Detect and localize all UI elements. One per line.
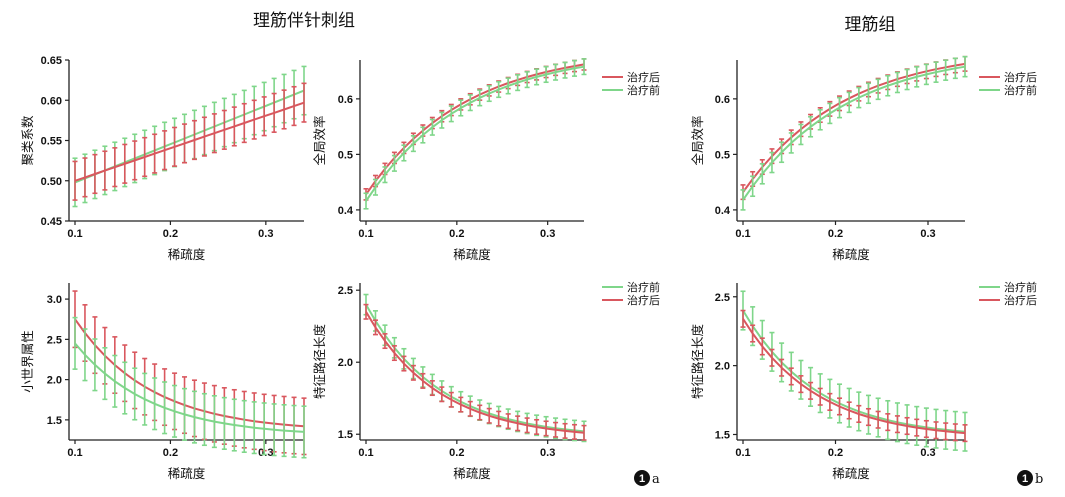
x-axis-label: 稀疏度 — [832, 247, 870, 262]
y-tick-label: 2.5 — [715, 292, 730, 304]
series-before — [740, 55, 968, 211]
series-after — [363, 58, 587, 201]
series-line — [74, 342, 305, 433]
legend-label: 治疗前 — [627, 83, 660, 97]
y-tick-label: 0.45 — [41, 216, 62, 228]
y-tick-label: 0.5 — [715, 149, 730, 161]
legend-label: 治疗后 — [627, 70, 660, 84]
legend-label: 治疗后 — [1004, 70, 1037, 84]
y-tick-label: 0.6 — [715, 94, 730, 106]
x-tick-label: 0.2 — [163, 228, 178, 240]
y-tick-label: 1.5 — [338, 429, 353, 441]
x-tick-label: 0.1 — [67, 228, 82, 240]
panel-tag-b-letter: b — [1035, 472, 1043, 487]
panel-tag-b: 1 b — [1017, 470, 1043, 487]
x-axis-label: 稀疏度 — [168, 247, 206, 262]
panel-tag-a-number: 1 — [639, 473, 645, 485]
y-axis-label: 小世界属性 — [20, 330, 35, 393]
y-tick-label: 0.5 — [338, 149, 353, 161]
series-after — [740, 309, 968, 443]
series-before — [740, 290, 968, 452]
x-tick-label: 0.1 — [358, 447, 373, 459]
x-tick-label: 0.2 — [828, 447, 843, 459]
series-line — [365, 304, 585, 433]
x-axis-label: 稀疏度 — [168, 466, 206, 481]
left-group-title: 理筋伴针刺组 — [253, 11, 355, 31]
y-tick-label: 0.50 — [41, 176, 62, 188]
series-line — [365, 63, 585, 195]
x-tick-label: 0.3 — [258, 228, 273, 240]
series-before — [363, 58, 587, 210]
x-tick-label: 0.1 — [735, 447, 750, 459]
series-line — [742, 65, 966, 201]
y-tick-label: 2.5 — [47, 334, 62, 346]
x-tick-label: 0.3 — [920, 228, 935, 240]
panel-tag-a: 1 a — [634, 470, 660, 487]
x-axis-label: 稀疏度 — [832, 466, 870, 481]
series-after — [363, 303, 587, 441]
y-tick-label: 2.5 — [338, 285, 353, 297]
series-after — [740, 55, 968, 201]
y-tick-label: 2.0 — [47, 375, 62, 387]
y-axis-label: 全局效率 — [312, 115, 327, 165]
series-before — [72, 316, 307, 459]
y-axis-label: 特征路径长度 — [690, 324, 705, 400]
y-tick-label: 0.55 — [41, 136, 62, 148]
x-tick-label: 0.2 — [449, 228, 464, 240]
x-axis-label: 稀疏度 — [453, 466, 491, 481]
series-line — [742, 318, 966, 435]
x-tick-label: 0.3 — [258, 447, 273, 459]
series-line — [365, 311, 585, 434]
y-tick-label: 1.5 — [47, 415, 62, 427]
legend-label: 治疗后 — [627, 293, 660, 307]
legend-label: 治疗前 — [627, 280, 660, 294]
x-tick-label: 0.1 — [358, 228, 373, 240]
x-tick-label: 0.2 — [449, 447, 464, 459]
x-axis-label: 稀疏度 — [453, 247, 491, 262]
x-tick-label: 0.1 — [735, 228, 750, 240]
chart-panel-1: 0.1 0.2 0.3 0.45 0.50 0.55 0.60 0.65 稀疏度 聚类系数 — [20, 55, 307, 262]
legend-label: 治疗前 — [1004, 280, 1037, 294]
y-tick-label: 0.4 — [715, 205, 731, 217]
series-before — [72, 65, 307, 208]
x-tick-label: 0.2 — [828, 228, 843, 240]
series-line — [742, 62, 966, 193]
y-tick-label: 3.0 — [47, 294, 62, 306]
series-line — [74, 318, 305, 428]
y-tick-label: 0.60 — [41, 95, 62, 107]
y-axis-label: 特征路径长度 — [312, 324, 327, 400]
y-tick-label: 0.4 — [338, 205, 354, 217]
legend-label: 治疗前 — [1004, 83, 1037, 97]
right-group-title: 理筋组 — [845, 15, 896, 35]
legend-label: 治疗后 — [1004, 293, 1037, 307]
x-tick-label: 0.3 — [540, 228, 555, 240]
panel-tag-a-letter: a — [652, 472, 660, 487]
x-tick-label: 0.2 — [163, 447, 178, 459]
series-line — [742, 309, 966, 433]
chart-panel-4: 0.1 0.2 0.3 1.5 2.0 2.5 3.0 稀疏度 小世界属性 — [20, 283, 307, 481]
y-axis-label: 全局效率 — [690, 115, 705, 165]
series-after — [72, 82, 307, 201]
series-line — [365, 65, 585, 202]
y-tick-label: 2.0 — [715, 361, 730, 373]
y-tick-label: 0.65 — [41, 55, 62, 67]
y-axis-label: 聚类系数 — [20, 115, 35, 166]
y-tick-label: 1.5 — [715, 429, 730, 441]
y-tick-label: 2.0 — [338, 357, 353, 369]
x-tick-label: 0.1 — [67, 447, 82, 459]
x-tick-label: 0.3 — [540, 447, 555, 459]
series-before — [363, 293, 587, 443]
panel-tag-b-number: 1 — [1022, 473, 1028, 485]
series-line — [74, 101, 305, 182]
x-tick-label: 0.3 — [920, 447, 935, 459]
y-tick-label: 0.6 — [338, 94, 353, 106]
